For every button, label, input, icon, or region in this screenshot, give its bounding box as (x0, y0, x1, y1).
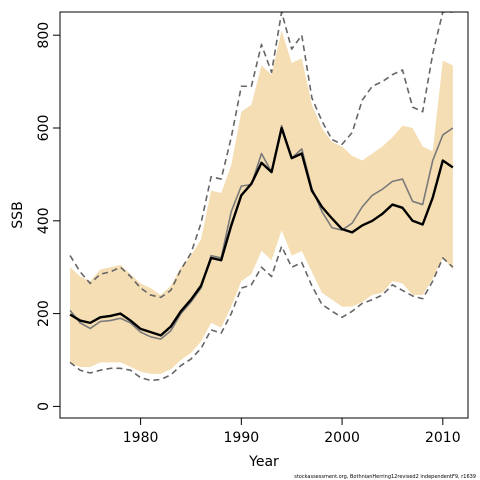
y-tick-label: 800 (36, 22, 52, 49)
y-axis-label: SSB (10, 201, 26, 228)
x-tick-label: 2010 (425, 430, 461, 446)
footnote: stockassessment.org, BothnianHerring12re… (294, 474, 476, 480)
confidence-band (70, 30, 453, 374)
y-tick-label: 0 (36, 402, 52, 411)
upper-ci-line (69, 12, 453, 299)
series-group (69, 12, 454, 382)
estimate-line (69, 126, 454, 337)
alternative-estimate-line (69, 124, 454, 340)
lower-ci-line (69, 245, 454, 382)
x-axis-label: Year (248, 454, 279, 470)
y-tick-label: 200 (36, 300, 52, 327)
plot-frame (59, 11, 469, 419)
y-tick-label: 600 (36, 115, 52, 142)
x-tick-label: 2000 (324, 430, 360, 446)
plot-area (69, 12, 454, 382)
y-tick-label: 400 (36, 207, 52, 234)
x-tick-label: 1990 (224, 430, 260, 446)
x-tick-label: 1980 (123, 430, 159, 446)
axes: 1980 1990 2000 2010 0 200 400 600 800 (36, 22, 461, 446)
